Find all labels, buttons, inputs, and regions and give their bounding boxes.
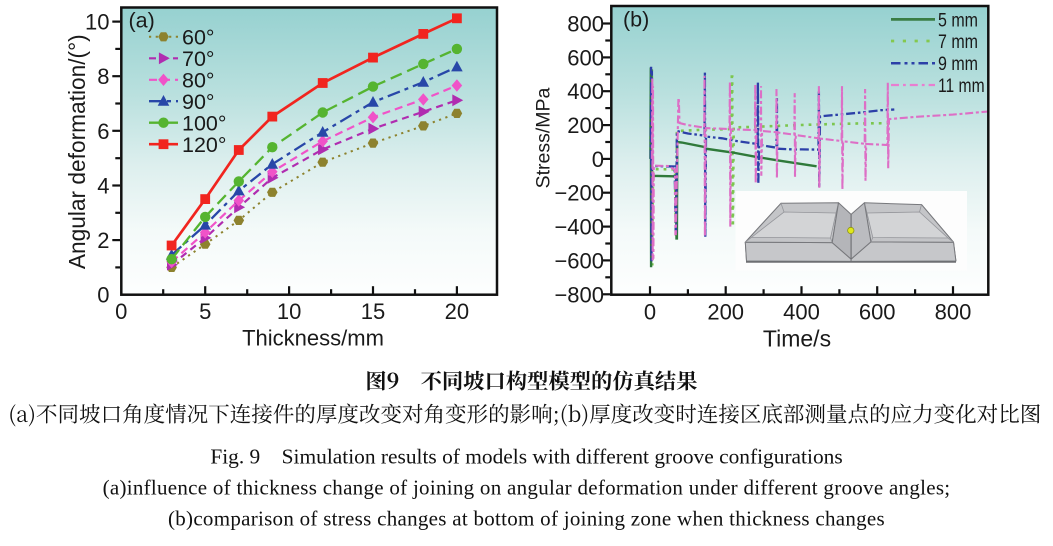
svg-text:(b)comparison of stress change: (b)comparison of stress changes at botto… — [168, 507, 885, 531]
svg-text:0: 0 — [644, 300, 656, 325]
svg-text:600: 600 — [859, 300, 896, 325]
svg-text:400: 400 — [567, 79, 604, 104]
svg-text:Time/s: Time/s — [763, 326, 831, 352]
svg-text:11 mm: 11 mm — [938, 76, 985, 97]
svg-text:100°: 100° — [182, 111, 226, 135]
svg-text:800: 800 — [935, 300, 972, 325]
svg-text:600: 600 — [567, 45, 604, 70]
svg-text:15: 15 — [361, 299, 385, 324]
svg-text:5 mm: 5 mm — [938, 10, 978, 31]
svg-text:80°: 80° — [182, 69, 215, 93]
svg-text:60°: 60° — [182, 26, 215, 50]
svg-text:10: 10 — [85, 10, 109, 35]
svg-text:10: 10 — [277, 299, 301, 324]
svg-text:7 mm: 7 mm — [938, 32, 978, 53]
svg-text:−600: −600 — [554, 248, 604, 273]
svg-text:0: 0 — [592, 147, 604, 172]
svg-text:800: 800 — [567, 12, 604, 37]
svg-text:120°: 120° — [182, 133, 226, 157]
svg-text:0: 0 — [97, 283, 109, 308]
svg-text:9 mm: 9 mm — [938, 54, 978, 75]
svg-text:(a): (a) — [129, 9, 155, 33]
svg-text:(a)influence of thickness chan: (a)influence of thickness change of join… — [103, 476, 951, 500]
svg-text:200: 200 — [567, 113, 604, 138]
svg-text:Angular deformation/(°): Angular deformation/(°) — [64, 34, 90, 269]
svg-text:400: 400 — [783, 300, 820, 325]
svg-text:Thickness/mm: Thickness/mm — [242, 326, 384, 351]
svg-text:90°: 90° — [182, 90, 215, 114]
svg-text:(b): (b) — [623, 8, 649, 32]
svg-text:Fig. 9 Simulation results o: Fig. 9 Simulation results of models with… — [210, 445, 842, 469]
svg-text:6: 6 — [97, 119, 109, 144]
svg-text:Stress/MPa: Stress/MPa — [533, 87, 555, 188]
svg-text:2: 2 — [97, 228, 109, 253]
svg-text:200: 200 — [707, 300, 744, 325]
svg-text:−200: −200 — [554, 181, 604, 206]
svg-text:8: 8 — [97, 64, 109, 89]
svg-text:4: 4 — [97, 174, 109, 199]
svg-text:0: 0 — [115, 299, 127, 324]
svg-text:20: 20 — [445, 299, 469, 324]
svg-text:−800: −800 — [554, 282, 604, 307]
svg-text:5: 5 — [199, 299, 211, 324]
svg-text:−400: −400 — [554, 215, 604, 240]
svg-text:70°: 70° — [182, 47, 215, 71]
